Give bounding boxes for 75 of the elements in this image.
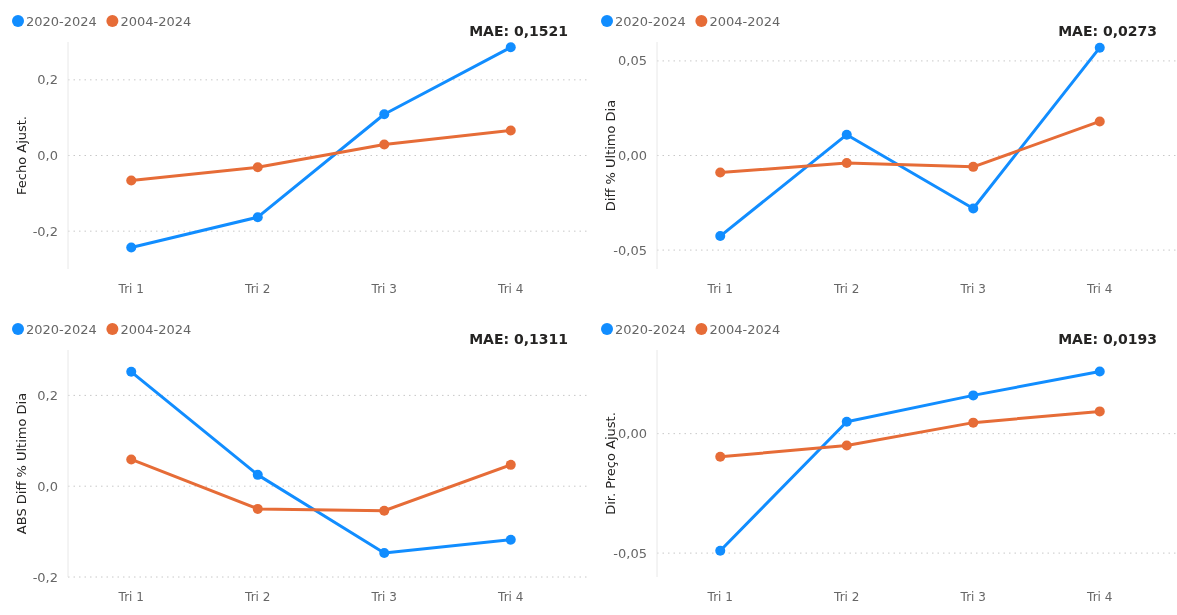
point bbox=[379, 139, 390, 150]
point bbox=[1094, 366, 1105, 377]
point bbox=[841, 440, 852, 451]
y-axis-title: Fecho Ajust. bbox=[14, 116, 29, 195]
y-tick-label: 0,2 bbox=[37, 387, 58, 403]
point bbox=[715, 451, 726, 462]
point bbox=[841, 416, 852, 427]
x-tick-label: Tri 1 bbox=[706, 590, 733, 604]
point bbox=[1094, 42, 1105, 53]
x-tick-label: Tri 4 bbox=[497, 590, 524, 604]
point bbox=[126, 454, 137, 465]
point bbox=[379, 547, 390, 558]
text: MAE: 0,0273 bbox=[1058, 23, 1157, 39]
legend-label: 2004-2024 bbox=[709, 322, 781, 337]
point bbox=[715, 167, 726, 178]
point bbox=[715, 545, 726, 556]
y-tick-label: -0,2 bbox=[32, 569, 58, 585]
legend-label: 2004-2024 bbox=[120, 14, 192, 29]
text: MAE: 0,1311 bbox=[469, 331, 568, 347]
x-tick-label: Tri 1 bbox=[117, 282, 144, 296]
y-tick-label: 0,0 bbox=[37, 148, 58, 164]
point bbox=[379, 109, 390, 120]
x-tick-label: Tri 3 bbox=[959, 282, 986, 296]
x-tick-label: Tri 4 bbox=[1086, 282, 1113, 296]
x-tick-label: Tri 3 bbox=[370, 590, 397, 604]
legend-label: 2020-2024 bbox=[615, 322, 686, 337]
x-tick-label: Tri 2 bbox=[244, 282, 271, 296]
y-tick-label: -0,05 bbox=[613, 242, 647, 258]
point bbox=[505, 42, 516, 53]
y-axis-title: ABS Diff % Ultimo Dia bbox=[14, 392, 29, 535]
point bbox=[715, 231, 726, 242]
y-tick-label: -0,2 bbox=[32, 223, 58, 239]
point bbox=[968, 203, 979, 214]
y-tick-label: 0,00 bbox=[618, 426, 647, 442]
legend-label: 2004-2024 bbox=[120, 322, 192, 337]
point bbox=[841, 158, 852, 169]
point bbox=[1094, 116, 1105, 127]
point bbox=[841, 129, 852, 140]
point bbox=[1094, 406, 1105, 417]
point bbox=[505, 125, 516, 136]
y-tick-label: 0,2 bbox=[37, 72, 58, 88]
point bbox=[126, 242, 137, 253]
point bbox=[252, 162, 263, 173]
point bbox=[252, 503, 263, 514]
point bbox=[252, 469, 263, 480]
x-tick-label: Tri 2 bbox=[833, 282, 860, 296]
y-tick-label: -0,05 bbox=[613, 545, 647, 561]
point bbox=[126, 366, 137, 377]
point bbox=[505, 534, 516, 545]
point bbox=[252, 212, 263, 223]
point bbox=[968, 161, 979, 172]
x-tick-label: Tri 4 bbox=[1086, 590, 1113, 604]
point bbox=[379, 505, 390, 516]
legend-label: 2020-2024 bbox=[26, 14, 97, 29]
x-tick-label: Tri 1 bbox=[706, 282, 733, 296]
y-axis-title: Dir. Preço Ajust. bbox=[603, 412, 618, 515]
text: MAE: 0,1521 bbox=[469, 23, 568, 39]
point bbox=[505, 459, 516, 470]
x-tick-label: Tri 2 bbox=[833, 590, 860, 604]
x-tick-label: Tri 3 bbox=[959, 590, 986, 604]
y-axis-title: Diff % Ultimo Dia bbox=[603, 99, 618, 212]
x-tick-label: Tri 2 bbox=[244, 590, 271, 604]
x-tick-label: Tri 1 bbox=[117, 590, 144, 604]
y-tick-label: 0,00 bbox=[618, 148, 647, 164]
text: MAE: 0,0193 bbox=[1058, 331, 1157, 347]
x-tick-label: Tri 4 bbox=[497, 282, 524, 296]
legend-label: 2004-2024 bbox=[709, 14, 781, 29]
y-tick-label: 0,05 bbox=[618, 53, 647, 69]
point bbox=[968, 390, 979, 401]
point bbox=[968, 417, 979, 428]
legend-label: 2020-2024 bbox=[26, 322, 97, 337]
legend-label: 2020-2024 bbox=[615, 14, 686, 29]
x-tick-label: Tri 3 bbox=[370, 282, 397, 296]
y-tick-label: 0,0 bbox=[37, 478, 58, 494]
point bbox=[126, 175, 137, 186]
